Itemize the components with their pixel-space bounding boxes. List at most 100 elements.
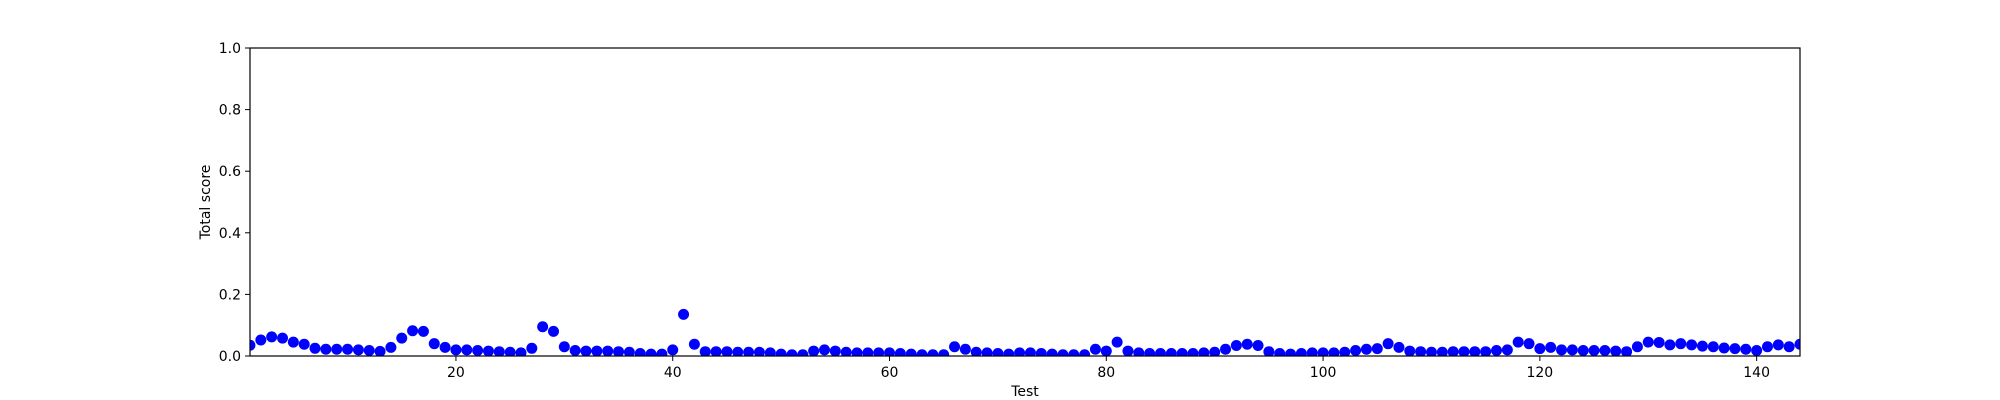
data-point <box>1046 348 1058 356</box>
data-point <box>1285 348 1297 356</box>
x-tick-label: 120 <box>1526 365 1553 381</box>
y-axis-ticks: 0.0 0.2 0.4 0.6 0.8 1.0 <box>219 41 250 365</box>
data-point <box>1024 347 1036 356</box>
x-tick-label: 60 <box>881 365 899 381</box>
data-point <box>1057 349 1069 356</box>
data-point <box>1523 338 1535 350</box>
data-point <box>1350 344 1362 356</box>
data-point <box>1718 342 1730 354</box>
data-point <box>678 308 690 320</box>
data-point <box>298 338 310 350</box>
data-point <box>407 325 419 337</box>
data-point <box>1707 341 1719 353</box>
data-point <box>927 349 939 356</box>
data-point <box>634 348 646 356</box>
data-point <box>515 347 527 356</box>
data-point <box>1360 343 1372 355</box>
data-point <box>721 346 733 356</box>
data-point <box>1642 336 1654 348</box>
data-point <box>1588 344 1600 356</box>
data-point <box>753 346 765 356</box>
y-axis-label: Total score <box>198 165 214 241</box>
data-points <box>250 308 1800 356</box>
data-point <box>743 346 755 356</box>
data-point <box>1220 343 1232 355</box>
data-point <box>1317 347 1329 356</box>
data-point <box>309 342 321 354</box>
data-point <box>732 346 744 356</box>
data-point <box>1436 346 1448 356</box>
data-point <box>818 344 830 356</box>
data-point <box>699 346 711 356</box>
data-point <box>396 332 408 344</box>
data-point <box>255 334 267 346</box>
data-point <box>840 346 852 356</box>
y-tick-label: 0.8 <box>219 103 241 119</box>
data-point <box>417 325 429 337</box>
data-point <box>1469 346 1481 356</box>
data-point <box>645 348 657 356</box>
data-point <box>1783 341 1795 353</box>
data-point <box>1144 348 1156 356</box>
data-point <box>949 341 961 353</box>
data-point <box>1404 345 1416 356</box>
data-point <box>1447 346 1459 356</box>
x-tick-label: 40 <box>664 365 682 381</box>
y-tick-label: 0.2 <box>219 287 241 303</box>
data-point <box>1371 343 1383 355</box>
data-point <box>1339 346 1351 356</box>
data-point <box>1295 348 1307 356</box>
data-point <box>905 348 917 356</box>
data-point <box>547 325 559 337</box>
data-point <box>1187 348 1199 356</box>
data-point <box>569 344 581 356</box>
data-point <box>374 345 386 356</box>
data-point <box>1740 343 1752 355</box>
data-point <box>1794 338 1800 350</box>
data-point <box>916 349 928 356</box>
data-point <box>1209 346 1221 356</box>
data-point <box>1154 348 1166 356</box>
data-point <box>1653 336 1665 348</box>
data-point <box>1274 348 1286 356</box>
data-point <box>1696 340 1708 352</box>
data-point <box>1664 339 1676 351</box>
data-point <box>1566 344 1578 356</box>
data-point <box>764 347 776 356</box>
data-point <box>277 332 289 344</box>
data-point <box>1675 338 1687 350</box>
data-point <box>1111 336 1123 348</box>
data-point <box>1079 349 1091 356</box>
data-point <box>287 336 299 348</box>
x-axis-label: Test <box>1010 384 1039 400</box>
data-point <box>959 343 971 355</box>
data-point <box>710 346 722 356</box>
data-point <box>472 344 484 356</box>
data-point <box>439 341 451 353</box>
data-point <box>1328 347 1340 356</box>
data-point <box>320 343 332 355</box>
data-point <box>250 339 256 351</box>
data-point <box>1035 348 1047 356</box>
data-point <box>667 344 679 356</box>
data-point <box>1631 341 1643 353</box>
data-point <box>808 345 820 356</box>
data-point <box>1599 344 1611 356</box>
data-point <box>352 344 364 356</box>
data-point <box>970 346 982 356</box>
data-point <box>938 349 950 356</box>
data-point <box>461 344 473 356</box>
data-point <box>526 342 538 354</box>
data-point <box>1068 349 1080 356</box>
x-axis-ticks: 20 40 60 80 100 120 140 <box>447 356 1770 381</box>
data-point <box>981 347 993 356</box>
data-point <box>894 348 906 356</box>
data-point <box>1729 343 1741 355</box>
data-point <box>580 345 592 356</box>
data-point <box>1491 344 1503 356</box>
data-point <box>1425 346 1437 356</box>
data-point <box>1003 348 1015 356</box>
data-point <box>1501 344 1513 356</box>
data-point <box>656 348 668 356</box>
